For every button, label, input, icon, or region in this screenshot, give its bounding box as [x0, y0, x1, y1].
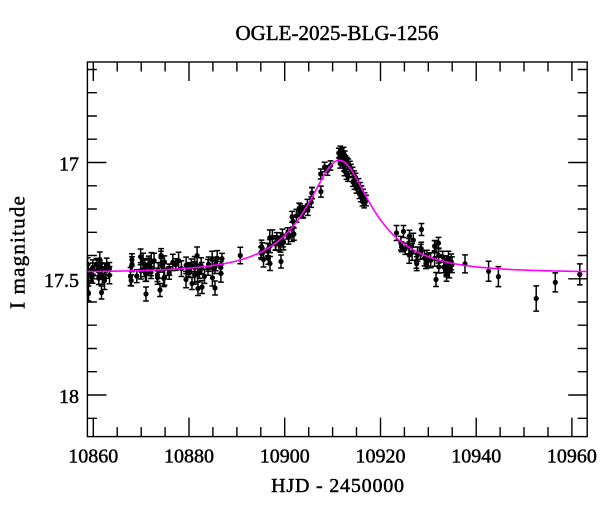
svg-text:10860: 10860 [68, 446, 118, 468]
svg-text:I magnitude: I magnitude [6, 195, 30, 309]
svg-text:10880: 10880 [164, 446, 214, 468]
svg-text:10920: 10920 [356, 446, 406, 468]
svg-text:10960: 10960 [547, 446, 597, 468]
svg-text:17: 17 [59, 154, 79, 176]
svg-text:18: 18 [59, 386, 79, 408]
svg-text:HJD - 2450000: HJD - 2450000 [271, 475, 405, 497]
svg-text:17.5: 17.5 [44, 270, 79, 292]
svg-text:10940: 10940 [451, 446, 501, 468]
svg-text:10900: 10900 [260, 446, 310, 468]
svg-text:OGLE-2025-BLG-1256: OGLE-2025-BLG-1256 [236, 21, 439, 45]
